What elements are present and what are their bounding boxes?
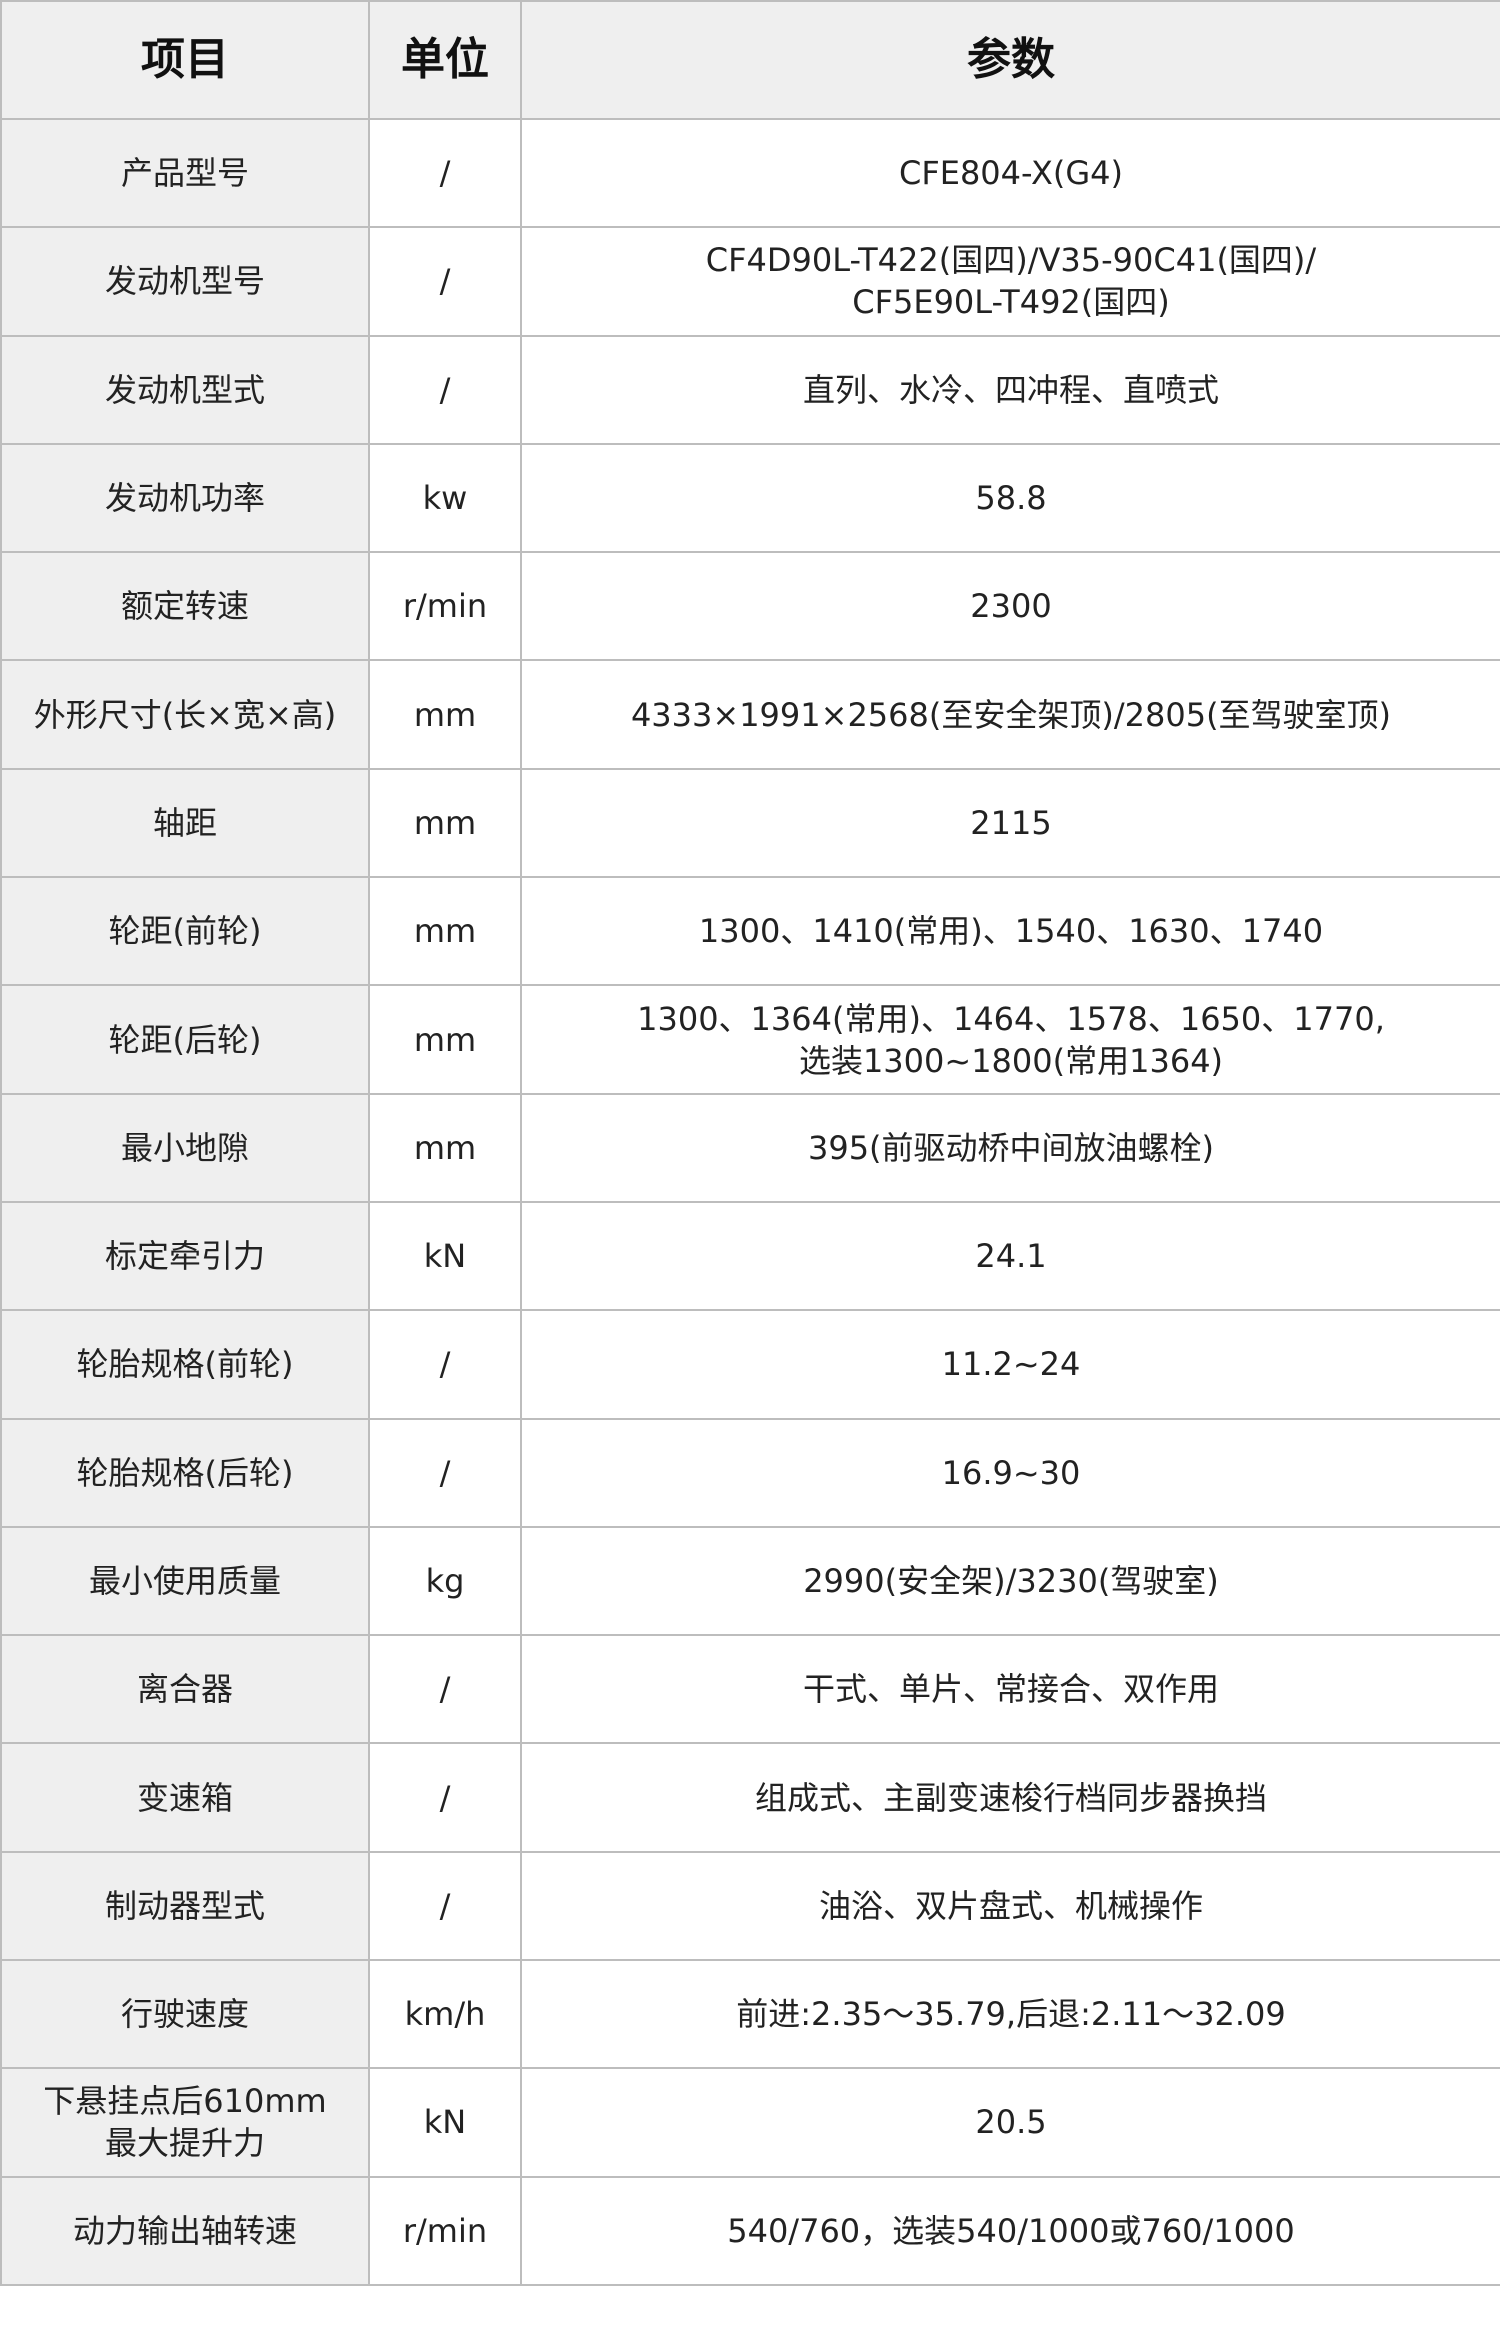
- table-row: 离合器 / 干式、单片、常接合、双作用: [0, 1634, 1500, 1745]
- item-cell: 行驶速度: [0, 1959, 370, 2070]
- header-row: 项目 单位 参数: [0, 0, 1500, 120]
- item-cell: 轮胎规格(前轮): [0, 1309, 370, 1420]
- item-cell: 发动机型号: [0, 226, 370, 337]
- table-row: 发动机型式 / 直列、水冷、四冲程、直喷式: [0, 334, 1500, 445]
- unit-cell: mm: [368, 1092, 522, 1203]
- value-cell: 前进:2.35～35.79,后退:2.11～32.09: [520, 1959, 1500, 2070]
- item-cell: 最小使用质量: [0, 1525, 370, 1637]
- item-cell: 轮胎规格(后轮): [0, 1417, 370, 1528]
- unit-cell: kw: [368, 442, 522, 554]
- item-cell: 发动机功率: [0, 442, 370, 554]
- header-unit: 单位: [368, 0, 522, 120]
- table-row: 轮距(前轮) mm 1300、1410(常用)、1540、1630、1740: [0, 876, 1500, 987]
- table-row: 下悬挂点后610mm 最大提升力 kN 20.5: [0, 2067, 1500, 2178]
- unit-cell: mm: [368, 984, 522, 1095]
- table-row: 标定牵引力 kN 24.1: [0, 1200, 1500, 1312]
- table-row: 变速箱 / 组成式、主副变速梭行档同步器换挡: [0, 1742, 1500, 1853]
- value-cell: 油浴、双片盘式、机械操作: [520, 1850, 1500, 1962]
- table-row: 轮胎规格(后轮)/16.9~30: [0, 1417, 1500, 1528]
- value-cell: 4333×1991×2568(至安全架顶)/2805(至驾驶室顶): [520, 659, 1500, 770]
- value-cell: 20.5: [520, 2067, 1500, 2178]
- item-cell: 下悬挂点后610mm 最大提升力: [0, 2067, 370, 2178]
- unit-cell: /: [368, 1417, 522, 1528]
- value-cell: 540/760，选装540/1000或760/1000: [520, 2175, 1500, 2286]
- value-cell: 24.1: [520, 1200, 1500, 1312]
- table-row: 发动机型号 / CF4D90L-T422(国四)/V35-90C41(国四)/ CF…: [0, 226, 1500, 337]
- value-cell: CFE804-X(G4): [520, 117, 1500, 229]
- item-cell: 动力输出轴转速: [0, 2175, 370, 2286]
- item-cell: 制动器型式: [0, 1850, 370, 1962]
- value-cell: 组成式、主副变速梭行档同步器换挡: [520, 1742, 1500, 1853]
- unit-cell: km/h: [368, 1959, 522, 2070]
- unit-cell: mm: [368, 876, 522, 987]
- item-cell: 轮距(后轮): [0, 984, 370, 1095]
- value-cell: 2115: [520, 767, 1500, 879]
- item-cell: 变速箱: [0, 1742, 370, 1853]
- unit-cell: mm: [368, 767, 522, 879]
- header-param: 参数: [520, 0, 1500, 120]
- unit-cell: r/min: [368, 551, 522, 662]
- table-row: 最小使用质量 kg 2990(安全架)/3230(驾驶室): [0, 1525, 1500, 1637]
- unit-cell: /: [368, 334, 522, 445]
- table-row: 发动机功率 kw 58.8: [0, 442, 1500, 554]
- unit-cell: r/min: [368, 2175, 522, 2286]
- item-cell: 额定转速: [0, 551, 370, 662]
- value-cell: 11.2~24: [520, 1309, 1500, 1420]
- value-cell: 干式、单片、常接合、双作用: [520, 1634, 1500, 1745]
- table-row: 轴距 mm 2115: [0, 767, 1500, 879]
- item-cell: 发动机型式: [0, 334, 370, 445]
- value-cell: 395(前驱动桥中间放油螺栓): [520, 1092, 1500, 1203]
- table-row: 制动器型式 / 油浴、双片盘式、机械操作: [0, 1850, 1500, 1962]
- value-cell: 16.9~30: [520, 1417, 1500, 1528]
- table-row: 轮距(后轮) mm 1300、1364(常用)、1464、1578、1650、177…: [0, 984, 1500, 1095]
- item-cell: 离合器: [0, 1634, 370, 1745]
- header-item: 项目: [0, 0, 370, 120]
- table-row: 轮胎规格(前轮)/11.2~24: [0, 1309, 1500, 1420]
- item-cell: 轴距: [0, 767, 370, 879]
- value-cell: 直列、水冷、四冲程、直喷式: [520, 334, 1500, 445]
- table-row: 额定转速 r/min 2300: [0, 551, 1500, 662]
- item-cell: 轮距(前轮): [0, 876, 370, 987]
- table-row: 行驶速度 km/h 前进:2.35～35.79,后退:2.11～32.09: [0, 1959, 1500, 2070]
- value-cell: 58.8: [520, 442, 1500, 554]
- unit-cell: kg: [368, 1525, 522, 1637]
- unit-cell: /: [368, 1742, 522, 1853]
- unit-cell: mm: [368, 659, 522, 770]
- unit-cell: kN: [368, 2067, 522, 2178]
- item-cell: 外形尺寸(长×宽×高): [0, 659, 370, 770]
- unit-cell: /: [368, 117, 522, 229]
- unit-cell: /: [368, 1850, 522, 1962]
- table-row: 动力输出轴转速 r/min 540/760，选装540/1000或760/1000: [0, 2175, 1500, 2286]
- table-row: 最小地隙 mm 395(前驱动桥中间放油螺栓): [0, 1092, 1500, 1203]
- unit-cell: /: [368, 226, 522, 337]
- value-cell: 1300、1410(常用)、1540、1630、1740: [520, 876, 1500, 987]
- value-cell: 2990(安全架)/3230(驾驶室): [520, 1525, 1500, 1637]
- unit-cell: /: [368, 1634, 522, 1745]
- unit-cell: /: [368, 1309, 522, 1420]
- item-cell: 最小地隙: [0, 1092, 370, 1203]
- value-cell: CF4D90L-T422(国四)/V35-90C41(国四)/ CF5E90L-…: [520, 226, 1500, 337]
- table-row: 外形尺寸(长×宽×高) mm 4333×1991×2568(至安全架顶)/2805(…: [0, 659, 1500, 770]
- item-cell: 标定牵引力: [0, 1200, 370, 1312]
- unit-cell: kN: [368, 1200, 522, 1312]
- item-cell: 产品型号: [0, 117, 370, 229]
- value-cell: 2300: [520, 551, 1500, 662]
- table-row: 产品型号 / CFE804-X(G4): [0, 117, 1500, 229]
- value-cell: 1300、1364(常用)、1464、1578、1650、1770, 选装130…: [520, 984, 1500, 1095]
